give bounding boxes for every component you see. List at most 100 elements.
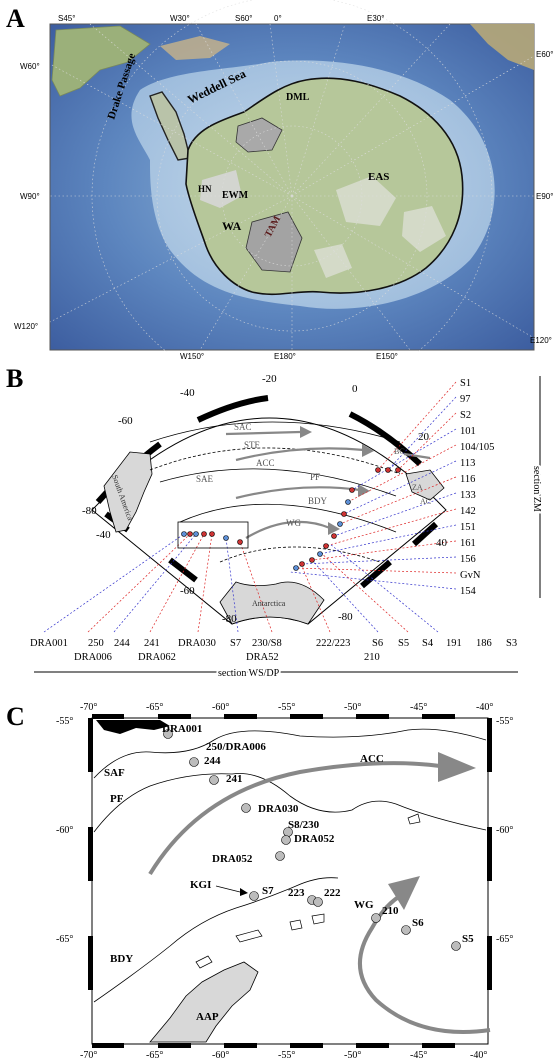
station-label-b11: S4 bbox=[422, 638, 434, 649]
label-ac: AC bbox=[420, 497, 431, 506]
inset-box bbox=[177, 521, 249, 549]
label-wg-c: WG bbox=[354, 899, 374, 911]
panel-b-letter: B bbox=[6, 364, 24, 393]
x-tick-top-6: -45° bbox=[410, 702, 427, 713]
station-label-r8: 133 bbox=[460, 490, 476, 501]
label-lon-8: -40 bbox=[96, 529, 111, 541]
station-s7: S7 bbox=[262, 885, 274, 897]
y-tick-right-1: -55° bbox=[496, 716, 513, 727]
station-markers bbox=[163, 729, 461, 951]
antarctic-peninsula-c bbox=[149, 961, 259, 1043]
label-lon-2: -60 bbox=[118, 415, 133, 427]
wg-arrow-head bbox=[388, 876, 420, 910]
west-ice-patch bbox=[200, 170, 242, 208]
station-label-r3: S2 bbox=[460, 410, 471, 421]
frame-ticks bbox=[88, 714, 492, 1048]
label-kgi-c: KGI bbox=[190, 879, 211, 891]
front-lines bbox=[93, 728, 487, 1003]
station-label-b8: 222/223 bbox=[316, 638, 350, 649]
x-tick-top-7: -40° bbox=[476, 702, 493, 713]
panel-a: A bbox=[0, 0, 558, 361]
panel-c-letter: C bbox=[6, 702, 25, 731]
y-ticks-right: -55° -60° -65° bbox=[496, 716, 513, 945]
station-244: 244 bbox=[204, 755, 221, 767]
lon-top-5: E30° bbox=[367, 14, 385, 23]
antarctica-relief-map: Drake Passage Weddell Sea DML EAS HN EWM… bbox=[49, 0, 535, 352]
station-s6: S6 bbox=[412, 917, 424, 929]
acc-arrow-curve bbox=[148, 761, 441, 876]
sector-map: -80 -60 -40 -20 0 20 40 -40 -60 -80 -80 … bbox=[30, 373, 544, 681]
station-label-b17: DRA52 bbox=[246, 652, 279, 663]
station-dra030: DRA030 bbox=[258, 803, 299, 815]
label-lon-1: -80 bbox=[82, 505, 97, 517]
label-dml: DML bbox=[286, 92, 310, 103]
station-210: 210 bbox=[382, 905, 399, 917]
station-label-b14: S3 bbox=[506, 638, 517, 649]
graticule bbox=[49, 0, 535, 352]
label-za: ZA bbox=[412, 483, 423, 492]
station-label-b7: 230/S8 bbox=[252, 638, 282, 649]
panel-b: B bbox=[0, 362, 558, 692]
lon-right-2: E90° bbox=[536, 192, 554, 201]
station-label-r11: 161 bbox=[460, 538, 476, 549]
label-acc-c: ACC bbox=[360, 753, 384, 765]
section-ws-label: section WS/DP bbox=[218, 668, 280, 679]
station-label-b15: DRA006 bbox=[74, 652, 112, 663]
lon-left-2: W90° bbox=[20, 192, 40, 201]
station-dots bbox=[181, 467, 401, 571]
label-sae: SAE bbox=[196, 474, 214, 484]
drake-passage-map: DRA001 250/DRA006 244 241 DRA030 S8/230 … bbox=[56, 702, 513, 1059]
islands bbox=[195, 813, 421, 969]
station-label-r13: GvN bbox=[460, 570, 481, 581]
lon-top-3: S60° bbox=[235, 14, 253, 23]
africa-land bbox=[405, 469, 445, 501]
label-lon-6: 20 bbox=[418, 431, 430, 443]
map-frame-c bbox=[91, 717, 489, 1045]
label-pf: PF bbox=[310, 472, 320, 482]
station-label-b4: 241 bbox=[144, 638, 160, 649]
fronts bbox=[149, 421, 401, 563]
station-241: 241 bbox=[226, 773, 243, 785]
east-ice-patch-3 bbox=[314, 244, 352, 278]
x-tick-bottom-6: -45° bbox=[410, 1050, 427, 1059]
x-tick-top-5: -50° bbox=[344, 702, 361, 713]
x-tick-bottom-5: -50° bbox=[344, 1050, 361, 1059]
station-label-b18: 210 bbox=[364, 652, 380, 663]
kgi-pointer bbox=[215, 885, 241, 893]
station-label-b5: DRA030 bbox=[178, 638, 216, 649]
station-label-b16: DRA062 bbox=[138, 652, 176, 663]
lon-left-1: W60° bbox=[20, 62, 40, 71]
lon-bottom-3: E150° bbox=[376, 352, 398, 361]
station-dra052-left: DRA052 bbox=[212, 853, 253, 865]
station-222: 222 bbox=[324, 887, 341, 899]
acc-arrow-head bbox=[438, 752, 476, 782]
tierra-del-fuego bbox=[96, 720, 170, 734]
y-tick-right-2: -60° bbox=[496, 825, 513, 836]
y-tick-right-3: -65° bbox=[496, 934, 513, 945]
panel-c: C bbox=[0, 700, 558, 1059]
label-lon-9: -60 bbox=[180, 585, 195, 597]
lon-right-3: E120° bbox=[530, 336, 552, 345]
x-tick-top-2: -65° bbox=[146, 702, 163, 713]
front-labels-c: SAF PF ACC KGI BDY WG AAP bbox=[104, 753, 384, 1023]
label-bc: BC bbox=[394, 447, 405, 456]
africa-landmass bbox=[470, 24, 534, 70]
right-station-labels: S1 97 S2 101 104/105 113 116 133 142 151… bbox=[460, 378, 494, 597]
lon-right-1: E60° bbox=[536, 50, 554, 59]
station-label-b10: S5 bbox=[398, 638, 409, 649]
label-wa: WA bbox=[222, 219, 242, 233]
label-pf-c: PF bbox=[110, 793, 124, 805]
south-america-land bbox=[103, 451, 153, 533]
label-lon-3: -40 bbox=[180, 387, 195, 399]
section-lines bbox=[43, 381, 457, 633]
label-lon-7: 40 bbox=[436, 537, 448, 549]
station-s5: S5 bbox=[462, 933, 474, 945]
label-bdy-c: BDY bbox=[110, 953, 133, 965]
arrow-heads bbox=[300, 426, 374, 535]
panel-a-letter: A bbox=[6, 4, 25, 33]
y-tick-left-1: -55° bbox=[56, 716, 73, 727]
station-label-b3: 244 bbox=[114, 638, 131, 649]
label-eas: EAS bbox=[368, 171, 389, 183]
station-label-b13: 186 bbox=[476, 638, 492, 649]
lon-top-4: 0° bbox=[274, 14, 282, 23]
